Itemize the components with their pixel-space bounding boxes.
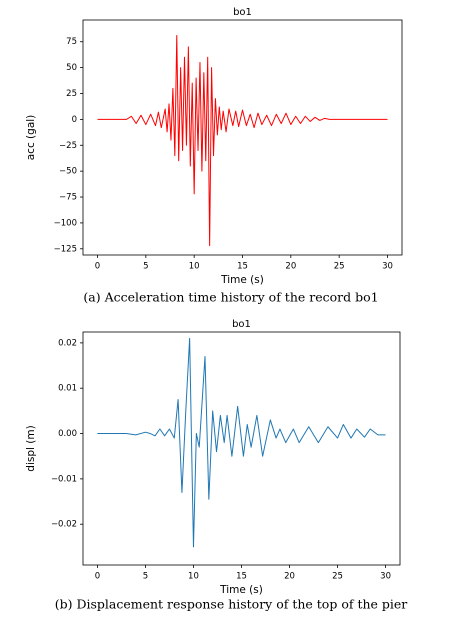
x-tick-label: 10: [189, 262, 200, 272]
y-tick-label: 50: [66, 63, 77, 73]
chart-title: bo1: [233, 7, 252, 18]
x-axis-label: Time (s): [219, 584, 263, 596]
x-tick-label: 15: [236, 572, 247, 582]
y-axis-label: displ (m): [25, 425, 37, 471]
y-axis-label: acc (gal): [25, 115, 37, 161]
y-tick-label: −0.02: [51, 520, 77, 530]
x-tick-label: 25: [332, 572, 343, 582]
y-tick-label: −125: [54, 244, 77, 254]
x-tick-label: 5: [143, 262, 148, 272]
y-tick-label: 75: [66, 37, 77, 47]
y-tick-label: −25: [59, 141, 77, 151]
y-tick-label: −75: [59, 193, 77, 203]
x-tick-label: 30: [380, 572, 391, 582]
caption: (b) Displacement response history of the…: [55, 597, 408, 612]
data-line: [97, 337, 386, 548]
x-tick-label: 20: [284, 572, 295, 582]
x-tick-label: 0: [95, 572, 100, 582]
y-tick-label: 0.01: [58, 384, 77, 394]
y-tick-label: 0.00: [58, 429, 77, 439]
y-tick-label: 0: [72, 115, 77, 125]
x-tick-label: 15: [237, 262, 248, 272]
y-tick-label: −0.01: [51, 474, 77, 484]
x-tick-label: 0: [95, 262, 100, 272]
y-tick-label: −100: [54, 218, 77, 228]
x-axis-label: Time (s): [220, 274, 264, 286]
chart-title: bo1: [232, 319, 251, 330]
axes-frame: [82, 331, 401, 566]
y-tick-label: −50: [59, 167, 77, 177]
caption: (a) Acceleration time history of the rec…: [83, 290, 378, 305]
x-tick-label: 5: [143, 572, 148, 582]
x-tick-label: 20: [285, 262, 296, 272]
x-tick-label: 25: [334, 262, 345, 272]
y-tick-label: 25: [66, 89, 77, 99]
axes-frame: [82, 19, 403, 256]
data-line: [97, 35, 388, 247]
y-tick-label: 0.02: [58, 338, 77, 348]
x-tick-label: 30: [382, 262, 393, 272]
x-tick-label: 10: [188, 572, 199, 582]
